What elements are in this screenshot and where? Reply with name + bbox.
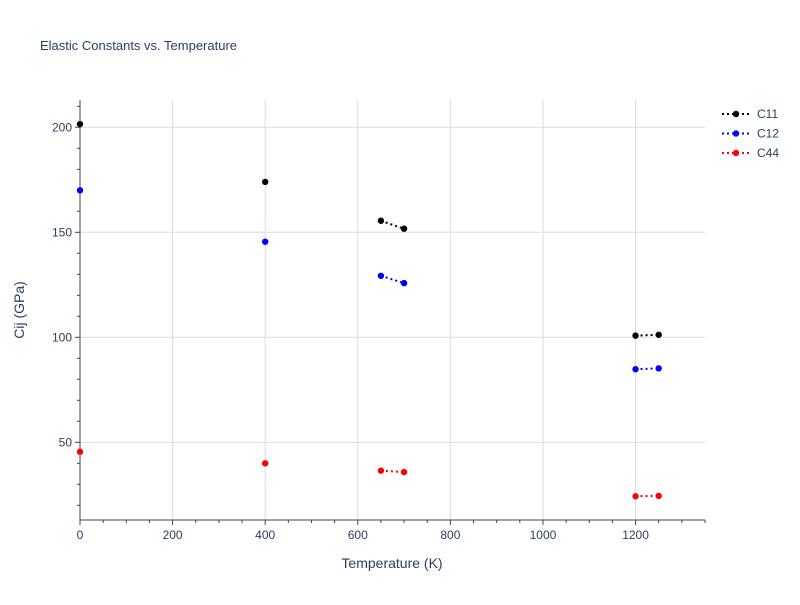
x-tick-label: 1000 bbox=[530, 528, 557, 542]
series-line bbox=[636, 368, 659, 369]
legend-marker bbox=[733, 111, 739, 117]
x-tick-label: 400 bbox=[255, 528, 275, 542]
series-line bbox=[381, 471, 404, 472]
data-point bbox=[77, 187, 83, 193]
series-line bbox=[636, 335, 659, 336]
legend-label: C11 bbox=[757, 107, 778, 121]
data-point bbox=[632, 493, 638, 499]
x-tick-label: 1200 bbox=[622, 528, 649, 542]
y-tick-label: 150 bbox=[52, 225, 72, 239]
x-tick-label: 200 bbox=[163, 528, 183, 542]
chart-title: Elastic Constants vs. Temperature bbox=[40, 38, 237, 53]
data-point bbox=[656, 365, 662, 371]
data-point bbox=[262, 239, 268, 245]
y-tick-label: 100 bbox=[52, 330, 72, 344]
y-axis-label: Cij (GPa) bbox=[11, 281, 27, 339]
grid bbox=[80, 100, 705, 520]
y-tick-label: 200 bbox=[52, 120, 72, 134]
y-tick-label: 50 bbox=[59, 435, 73, 449]
legend-item-c12: C12 bbox=[722, 127, 779, 141]
series-c44 bbox=[77, 449, 662, 500]
series-line bbox=[381, 221, 404, 229]
series-line bbox=[381, 276, 404, 283]
data-point bbox=[656, 332, 662, 338]
data-point bbox=[77, 449, 83, 455]
legend-item-c44: C44 bbox=[722, 146, 779, 160]
series-c11 bbox=[77, 121, 662, 339]
data-point bbox=[262, 179, 268, 185]
x-axis-label: Temperature (K) bbox=[341, 555, 442, 571]
data-point bbox=[401, 226, 407, 232]
series-c12 bbox=[77, 187, 662, 372]
data-point bbox=[378, 273, 384, 279]
x-tick-label: 0 bbox=[77, 528, 84, 542]
data-point bbox=[401, 469, 407, 475]
data-point bbox=[656, 493, 662, 499]
axes: 0 200 400 600 800 1000 1200 50 100 150 200 bbox=[52, 100, 705, 542]
data-point bbox=[262, 460, 268, 466]
data-point bbox=[378, 218, 384, 224]
data-point bbox=[378, 467, 384, 473]
data-point bbox=[77, 121, 83, 127]
legend-item-c11: C11 bbox=[722, 107, 778, 121]
legend-marker bbox=[733, 130, 739, 136]
legend-marker bbox=[733, 150, 739, 156]
data-point bbox=[632, 366, 638, 372]
x-tick-label: 600 bbox=[348, 528, 368, 542]
data-point bbox=[632, 332, 638, 338]
data-point bbox=[401, 280, 407, 286]
legend-label: C12 bbox=[757, 127, 779, 141]
x-tick-label: 800 bbox=[440, 528, 460, 542]
legend-label: C44 bbox=[757, 146, 779, 160]
legend: C11 C12 C44 bbox=[722, 107, 779, 160]
